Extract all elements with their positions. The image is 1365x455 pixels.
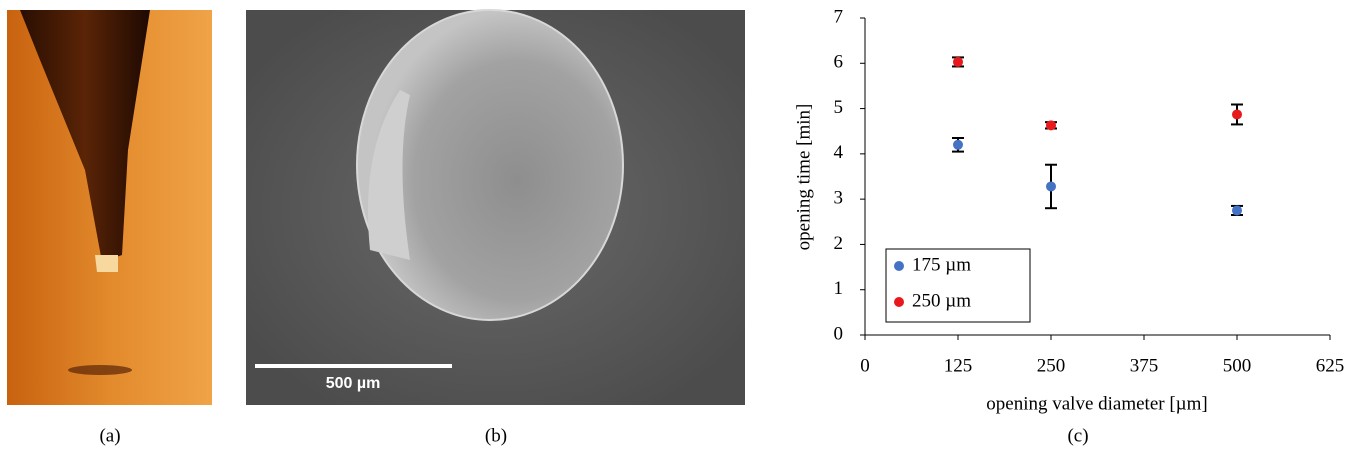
x-axis-label: opening valve diameter [µm]	[986, 393, 1207, 414]
y-axis-label: opening time [min]	[793, 104, 814, 251]
point	[1046, 181, 1056, 191]
legend-label: 175 µm	[912, 254, 971, 275]
y-tick-label: 5	[834, 97, 844, 118]
point	[953, 57, 963, 67]
point	[1232, 109, 1242, 119]
panel-label: (c)	[1067, 425, 1088, 446]
x-tick-label: 500	[1223, 355, 1252, 376]
point	[953, 140, 963, 150]
y-tick-label: 3	[834, 188, 844, 209]
panel-label: (b)	[485, 425, 507, 446]
y-tick-label: 0	[834, 323, 844, 344]
legend-marker	[894, 261, 904, 271]
x-tick-label: 375	[1130, 355, 1159, 376]
photo-b: 500 µm	[246, 10, 745, 405]
x-tick-label: 125	[944, 355, 973, 376]
y-tick-label: 7	[834, 6, 844, 27]
x-tick-label: 0	[860, 355, 870, 376]
y-tick-label: 2	[834, 233, 844, 254]
point	[1046, 120, 1056, 130]
legend-marker	[894, 297, 904, 307]
y-tick-label: 6	[834, 52, 844, 73]
y-tick-label: 4	[834, 142, 844, 163]
legend-label: 250 µm	[912, 290, 971, 311]
point	[1232, 205, 1242, 215]
x-tick-label: 625	[1316, 355, 1345, 376]
y-tick-label: 1	[834, 278, 844, 299]
x-tick-label: 250	[1037, 355, 1066, 376]
panel-label: (a)	[99, 425, 120, 446]
scale-bar-label: 500 µm	[326, 375, 381, 392]
photo-a	[7, 10, 212, 405]
figure: 500 µm (a) (b) (c) opening valve diamete…	[0, 0, 1365, 455]
